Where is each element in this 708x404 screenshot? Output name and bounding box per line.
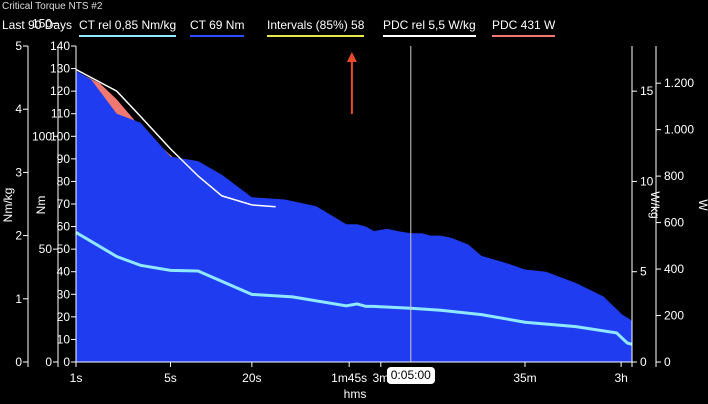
tick-label-nm-inner: 30	[57, 287, 71, 301]
series-pdc-rel-line	[75, 68, 276, 208]
plot-area[interactable]	[75, 46, 633, 363]
tick-label-nm: 100	[32, 129, 52, 143]
tick-label-x: 3m	[372, 371, 389, 385]
tick-label-x: 35m	[513, 371, 536, 385]
axes: 0123450501001500102030405060708090100110…	[15, 16, 694, 385]
legend: Last 90 Days CT rel 0,85 Nm/kg CT 69 Nm …	[0, 18, 708, 38]
tick-label-w: 200	[664, 309, 684, 323]
tick-label-w-per-kg: 5	[640, 265, 647, 279]
tick-label-w-per-kg: 15	[640, 84, 654, 98]
window-title: Critical Torque NTS #2	[2, 1, 103, 12]
tick-label-nm-inner: 130	[50, 62, 70, 76]
tick-label-nm-per-kg: 4	[15, 102, 22, 116]
x-axis-title: hms	[344, 387, 367, 401]
tick-label-w-per-kg: 10	[640, 174, 654, 188]
tick-label-nm: 0	[45, 355, 52, 369]
tick-label-nm-inner: 10	[57, 332, 71, 346]
tick-label-w: 600	[664, 216, 684, 230]
tick-label-w-per-kg: 0	[640, 355, 647, 369]
axis-title-w: W	[696, 199, 708, 211]
tick-label-nm-inner: 100	[50, 129, 70, 143]
legend-item-intervals[interactable]: Intervals (85%) 58	[267, 18, 365, 37]
cursor-time-label[interactable]: 0:05:00	[386, 367, 435, 384]
tick-label-nm-per-kg: 3	[15, 165, 22, 179]
tick-label-nm-inner: 90	[57, 152, 71, 166]
tick-label-nm-inner: 140	[50, 39, 70, 53]
tick-label-nm-inner: 60	[57, 220, 71, 234]
tick-label-nm-per-kg: 1	[15, 292, 22, 306]
tick-label-nm-inner: 70	[57, 197, 71, 211]
tick-label-nm-per-kg: 2	[15, 229, 22, 243]
legend-period[interactable]: Last 90 Days	[2, 18, 73, 32]
tick-label-nm: 50	[39, 242, 53, 256]
legend-item-pdc[interactable]: PDC 431 W	[492, 18, 556, 37]
tick-label-nm-inner: 20	[57, 310, 71, 324]
tick-label-w: 1.000	[664, 123, 694, 137]
tick-label-w: 800	[664, 169, 684, 183]
legend-item-ct[interactable]: CT 69 Nm	[190, 18, 245, 37]
series-ct-rel-line	[75, 231, 633, 346]
legend-item-ct-rel[interactable]: CT rel 0,85 Nm/kg	[79, 18, 177, 37]
tick-label-w: 0	[664, 355, 671, 369]
axis-title-nm-per-kg: Nm/kg	[1, 188, 15, 223]
tick-label-x: 20s	[242, 371, 261, 385]
tick-label-x: 3h	[614, 371, 627, 385]
tick-label-x: 1m45s	[331, 371, 367, 385]
tick-label-x: 5s	[164, 371, 177, 385]
tick-label-nm-per-kg: 0	[15, 355, 22, 369]
tick-label-nm-inner: 0	[63, 355, 70, 369]
tick-label-w: 400	[664, 262, 684, 276]
tick-label-nm-inner: 50	[57, 242, 71, 256]
axis-title-w-per-kg: W/kg	[648, 191, 662, 218]
tick-label-nm-inner: 40	[57, 265, 71, 279]
tick-label-x: 1s	[70, 371, 83, 385]
axis-title-nm: Nm	[34, 196, 48, 215]
tick-label-w: 1.200	[664, 76, 694, 90]
series-ct-area	[76, 70, 632, 363]
tick-label-nm-inner: 80	[57, 174, 71, 188]
tick-label-nm-inner: 120	[50, 84, 70, 98]
tick-label-nm-per-kg: 5	[15, 39, 22, 53]
tick-label-nm-inner: 110	[51, 107, 70, 121]
up-arrow-head	[346, 52, 357, 62]
legend-item-pdc-rel[interactable]: PDC rel 5,5 W/kg	[383, 18, 476, 37]
tick-label-nm: 150	[32, 16, 52, 30]
